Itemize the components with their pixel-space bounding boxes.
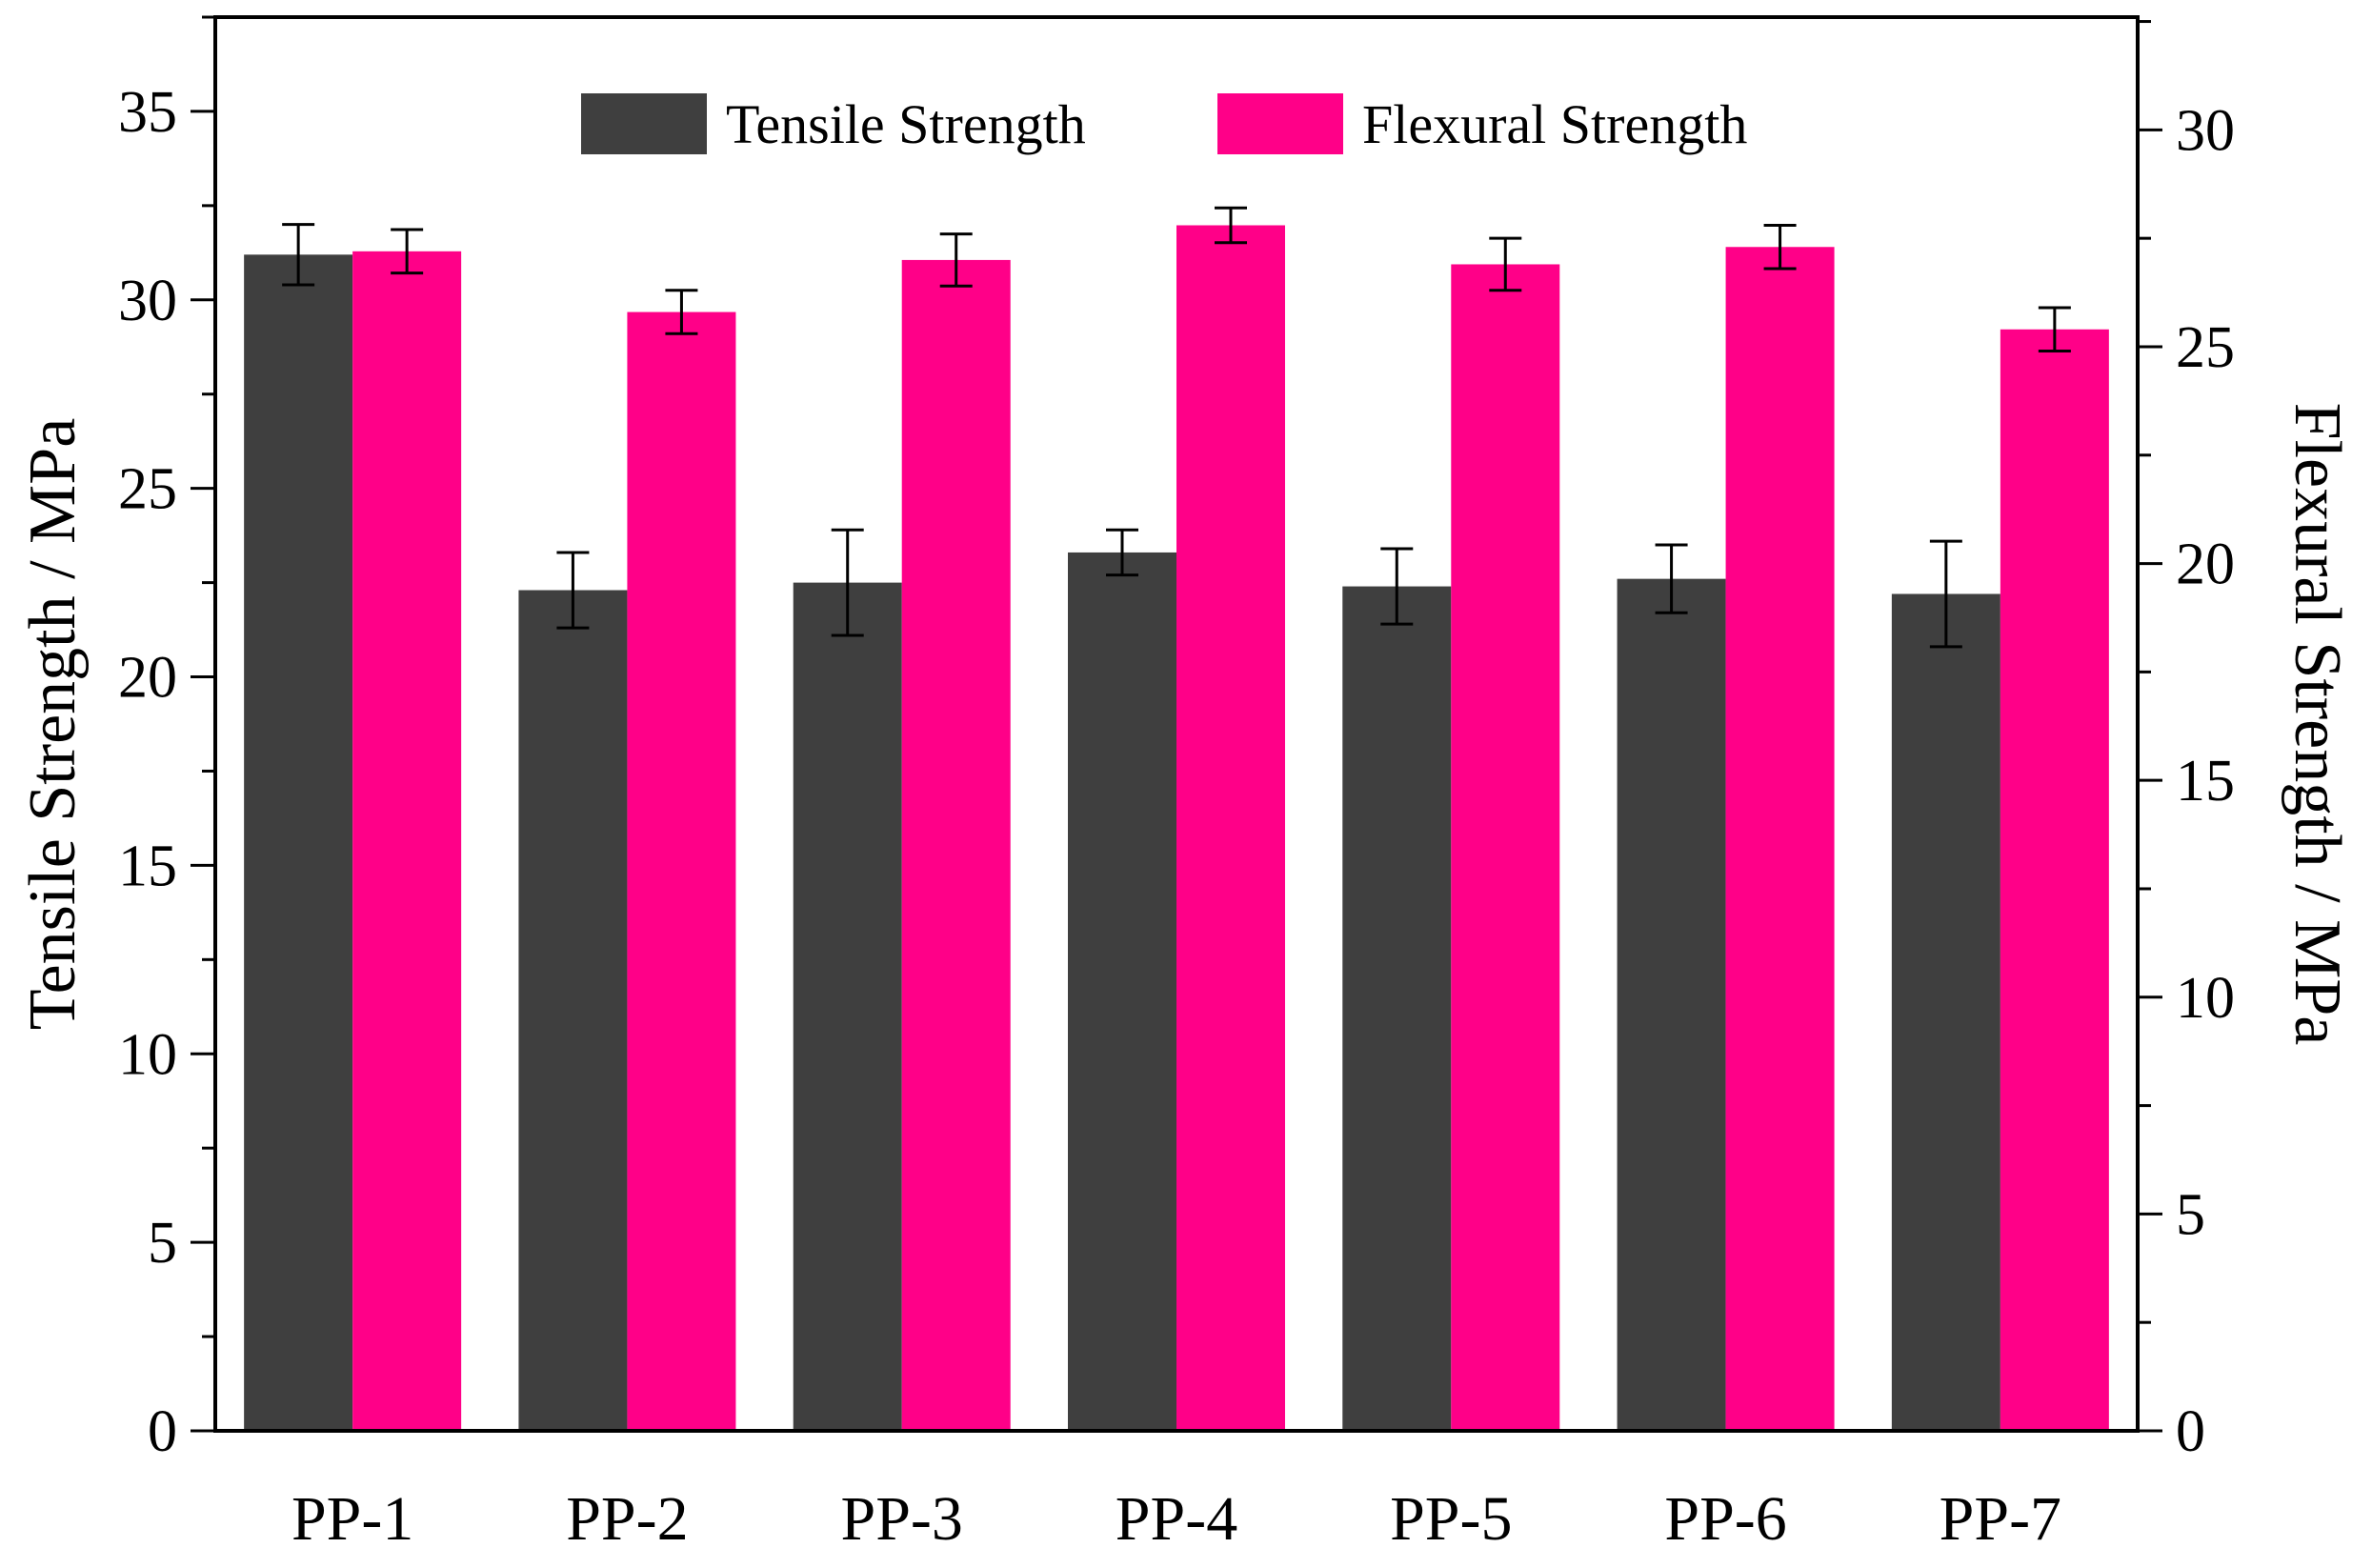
y-left-tick-label-20: 20	[118, 646, 177, 711]
error-bar-tensile-pp-4	[1106, 528, 1138, 577]
x-tick-label-pp-4: PP-4	[1116, 1484, 1237, 1554]
legend: Tensile Strength Flexural Strength	[581, 93, 1747, 155]
bar-tensile-pp-3	[793, 582, 902, 1431]
y-right-tick-label-5: 5	[2176, 1182, 2205, 1247]
error-bar-tensile-pp-5	[1380, 547, 1414, 626]
bar-flexural-pp-5	[1451, 264, 1560, 1431]
y-left-tick-label-10: 10	[118, 1022, 177, 1087]
error-bar-tensile-pp-2	[556, 551, 590, 630]
bar-tensile-pp-7	[1891, 593, 2000, 1431]
bar-flexural-pp-2	[627, 312, 736, 1431]
bars-layer	[244, 225, 2109, 1432]
x-tick-label-pp-2: PP-2	[566, 1484, 688, 1554]
y-right-tick-label-10: 10	[2176, 966, 2235, 1031]
bar-flexural-pp-4	[1176, 225, 1285, 1432]
bar-flexural-pp-1	[352, 251, 462, 1432]
error-bar-tensile-pp-3	[831, 528, 864, 637]
error-bar-flexural-pp-2	[665, 289, 698, 335]
bar-tensile-pp-4	[1068, 552, 1176, 1431]
y-right-tick-label-30: 30	[2176, 98, 2235, 163]
error-bar-tensile-pp-1	[282, 223, 315, 287]
bar-flexural-pp-6	[1725, 247, 1835, 1431]
bar-tensile-pp-1	[244, 254, 353, 1431]
error-bar-flexural-pp-1	[391, 228, 424, 275]
x-tick-label-pp-1: PP-1	[291, 1484, 413, 1554]
y-right-tick-label-15: 15	[2176, 749, 2235, 814]
error-bar-tensile-pp-6	[1655, 543, 1688, 614]
left-axis: 0 5 10 15 20 25 30 35	[118, 15, 215, 1464]
bar-tensile-pp-2	[518, 590, 628, 1431]
y-left-tick-label-0: 0	[148, 1399, 177, 1464]
plot-frame	[213, 15, 2140, 1433]
y-left-tick-label-35: 35	[118, 80, 177, 145]
bar-flexural-pp-7	[2000, 329, 2109, 1431]
bar-tensile-pp-5	[1342, 586, 1452, 1431]
error-bars-layer	[282, 206, 2071, 649]
bar-flexural-pp-3	[901, 259, 1011, 1431]
error-bar-flexural-pp-6	[1763, 224, 1797, 271]
error-bar-tensile-pp-7	[1929, 539, 1962, 649]
y-left-tick-label-5: 5	[148, 1211, 177, 1276]
y-axis-left-title: Tensile Strength / MPa	[16, 418, 90, 1031]
legend-label-flexural: Flexural Strength	[1362, 93, 1747, 155]
legend-label-tensile: Tensile Strength	[726, 93, 1086, 155]
y-right-tick-label-0: 0	[2176, 1399, 2205, 1464]
y-left-tick-label-30: 30	[118, 269, 177, 333]
x-tick-label-pp-7: PP-7	[1940, 1484, 2061, 1554]
y-right-tick-label-20: 20	[2176, 533, 2235, 597]
bar-tensile-pp-6	[1617, 578, 1726, 1431]
y-left-tick-label-15: 15	[118, 834, 177, 898]
x-tick-label-pp-5: PP-5	[1390, 1484, 1512, 1554]
legend-swatch-flexural	[1217, 93, 1343, 154]
y-axis-right-title: Flexural Strength / MPa	[2281, 403, 2354, 1046]
x-tick-label-pp-3: PP-3	[841, 1484, 963, 1554]
y-left-tick-label-25: 25	[118, 457, 177, 522]
error-bar-flexural-pp-3	[939, 232, 973, 288]
x-axis: PP-1 PP-2 PP-3 PP-4 PP-5 PP-6 PP-7	[291, 1484, 2061, 1554]
y-right-tick-label-25: 25	[2176, 315, 2235, 380]
legend-swatch-tensile	[581, 93, 707, 154]
error-bar-flexural-pp-4	[1215, 206, 1247, 245]
right-axis: 0 5 10 15 20 25 30	[2138, 20, 2235, 1464]
error-bar-flexural-pp-7	[2038, 306, 2071, 353]
x-tick-label-pp-6: PP-6	[1664, 1484, 1786, 1554]
error-bar-flexural-pp-5	[1489, 236, 1522, 292]
